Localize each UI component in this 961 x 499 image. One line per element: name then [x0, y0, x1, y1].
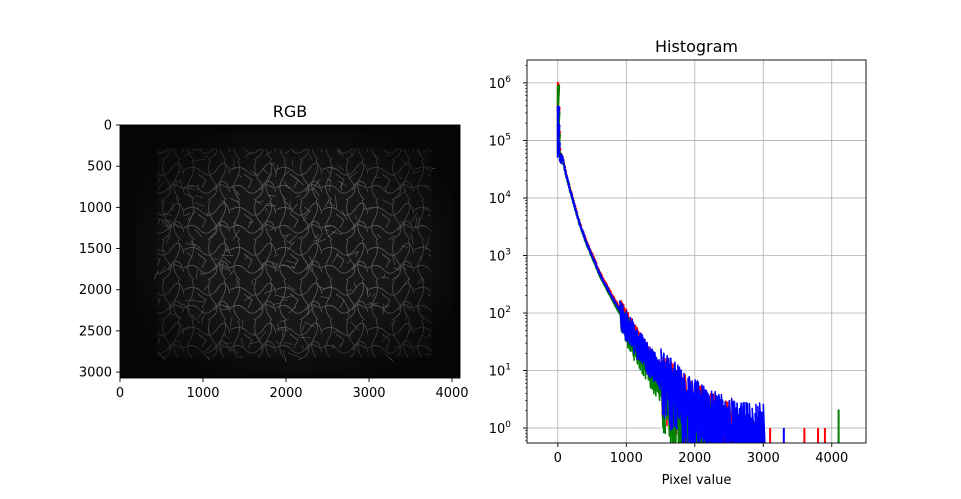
- histogram-title: Histogram: [655, 37, 738, 56]
- histogram-y-tick-exponent: 4: [505, 190, 511, 200]
- histogram-y-tick-exponent: 0: [505, 420, 511, 430]
- histogram-y-tick-exponent: 3: [505, 247, 511, 257]
- histogram-axes-frame: [526, 59, 867, 444]
- histogram-x-tick-label: 4000: [815, 451, 848, 466]
- histogram-y-tick-label: 101: [489, 363, 511, 380]
- rgb-title: RGB: [273, 102, 308, 121]
- histogram-series: [556, 81, 840, 443]
- histogram-panel: Histogram 0 1000 2000 3000 40001001011021031…: [489, 37, 867, 488]
- histogram-x-label: Pixel value: [662, 473, 732, 488]
- rgb-x-tick-label: 3000: [352, 386, 385, 401]
- rgb-image-panel: RGB 0 1000 2000 3000 4000 0 500 1000 1500 2000 250…: [79, 102, 469, 401]
- histogram-y-tick-exponent: 5: [505, 132, 511, 142]
- rgb-y-tick-label: 2000: [79, 283, 112, 298]
- histogram-series-2: [556, 105, 785, 443]
- histogram-y-tick-label: 106: [489, 75, 512, 92]
- histogram-y-tick-label: 102: [489, 305, 511, 322]
- histogram-line-2: [557, 105, 766, 443]
- rgb-y-tick-label: 3000: [79, 366, 112, 381]
- histogram-y-tick-label: 100: [489, 420, 512, 437]
- rgb-image-vignette: [157, 148, 432, 358]
- rgb-y-tick-label: 1000: [79, 201, 112, 216]
- histogram-y-tick-label: 103: [489, 247, 511, 264]
- histogram-x-tick-label: 1000: [610, 451, 643, 466]
- histogram-x-tick-label: 0: [554, 451, 562, 466]
- histogram-y-tick-exponent: 1: [505, 363, 511, 373]
- histogram-x-tick-label: 2000: [678, 451, 711, 466]
- rgb-axis-ticks: 0 1000 2000 3000 4000 0 500 1000 1500 2000 2500 300…: [79, 119, 469, 402]
- histogram-plot-area: [527, 60, 866, 443]
- histogram-x-tick-label: 3000: [747, 451, 780, 466]
- rgb-x-tick-label: 2000: [269, 386, 302, 401]
- rgb-x-tick-label: 1000: [186, 386, 219, 401]
- rgb-y-tick-label: 1500: [79, 242, 112, 257]
- rgb-image: [119, 124, 461, 379]
- rgb-y-tick-label: 500: [87, 160, 112, 175]
- histogram-grid: [527, 60, 866, 443]
- rgb-y-tick-label: 2500: [79, 324, 112, 339]
- histogram-y-tick-exponent: 6: [505, 75, 511, 85]
- histogram-y-tick-exponent: 2: [505, 305, 511, 315]
- rgb-x-tick-label: 0: [116, 386, 124, 401]
- rgb-y-tick-label: 0: [104, 119, 112, 134]
- histogram-y-tick-label: 104: [489, 190, 512, 207]
- histogram-y-tick-label: 105: [489, 132, 511, 149]
- rgb-axes-frame: [119, 124, 461, 379]
- rgb-x-tick-label: 4000: [435, 386, 468, 401]
